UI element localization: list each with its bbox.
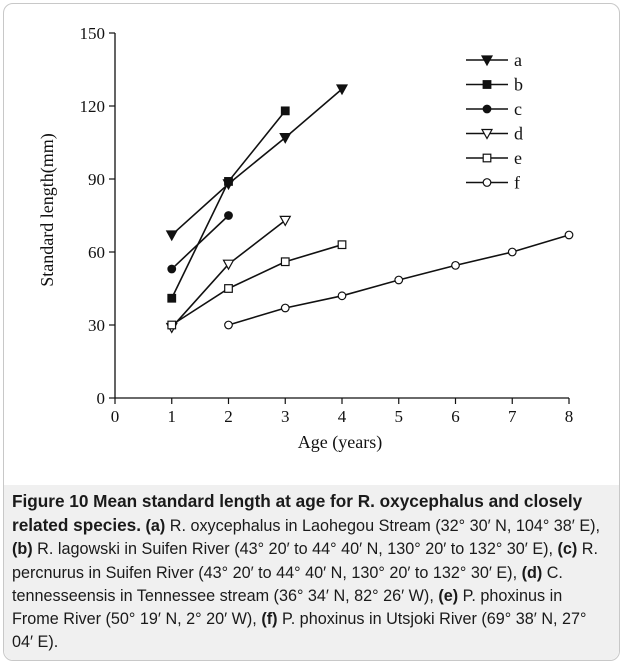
caption-part-d: (d) C. tennesseensis in Tennessee stream…: [12, 563, 563, 605]
series-f: [224, 230, 574, 330]
series-a: [165, 84, 349, 242]
series-e-point: [224, 284, 233, 293]
series-f-point: [337, 291, 347, 301]
series-b-point: [280, 106, 290, 116]
figure-caption: Figure 10 Mean standard length at age fo…: [12, 490, 610, 654]
x-tick-label: 7: [508, 407, 517, 426]
caption-part-c: (c) R. percnurus in Suifen River (43° 20…: [12, 540, 598, 582]
y-tick-label: 30: [88, 316, 105, 335]
series-e-point: [280, 257, 290, 267]
legend-marker: [482, 104, 492, 114]
y-tick-label: 90: [88, 170, 105, 189]
series-f-point: [507, 247, 517, 257]
series-d-point: [222, 259, 235, 271]
legend-label: f: [514, 173, 520, 193]
x-axis-label: Age (years): [298, 432, 382, 453]
series-e: [167, 240, 347, 330]
caption-part-b: (b) R. lagowski in Suifen River (43° 20′…: [12, 540, 558, 559]
chart-axes: 0 1 2 3 4 5 6 7 8 0 30 60 90 120 150: [80, 24, 574, 426]
series-d-point: [279, 215, 292, 227]
legend-marker: [480, 128, 494, 140]
x-tick-label: 3: [281, 407, 290, 426]
y-axis-label: Standard length(mm): [37, 133, 58, 286]
x-tick-label: 4: [338, 407, 347, 426]
series-layer: [165, 84, 574, 334]
legend-marker: [482, 178, 492, 187]
legend-marker: [482, 80, 492, 89]
caption-part-e: (e) P. phoxinus in Frome River (50° 19′ …: [12, 586, 563, 629]
y-tick-label: 120: [80, 97, 106, 116]
series-b: [167, 106, 290, 303]
legend-item-e: e: [466, 148, 522, 168]
series-c: [167, 211, 233, 274]
series-e-point: [337, 240, 347, 250]
legend-marker: [482, 153, 492, 163]
series-f-point: [224, 320, 233, 330]
x-tick-label: 5: [395, 407, 404, 426]
legend-item-f: f: [466, 173, 520, 193]
series-a-line: [171, 88, 343, 236]
series-b-point: [167, 293, 177, 303]
series-e-point: [167, 320, 177, 330]
legend-label: e: [514, 148, 522, 168]
series-b-point: [224, 177, 233, 186]
line-chart: 0 1 2 3 4 5 6 7 8 0 30 60 90 120 150 Age (years) Stand…: [37, 24, 574, 453]
caption-part-a: (a) R. oxycephalus in Laohegou Stream (3…: [145, 517, 601, 536]
x-tick-label: 1: [168, 407, 177, 426]
series-f-point: [451, 260, 460, 270]
y-tick-label: 0: [97, 389, 106, 408]
series-c-line: [171, 214, 230, 270]
y-tick-label: 150: [80, 24, 106, 43]
x-tick-label: 2: [224, 407, 233, 426]
legend-label: d: [514, 124, 523, 144]
legend-marker: [480, 55, 494, 67]
legend-item-b: b: [466, 75, 523, 95]
series-a-point: [279, 133, 292, 144]
y-tick-label: 60: [88, 243, 105, 262]
series-d-line: [171, 219, 286, 328]
series-a-point: [335, 84, 349, 96]
legend-item-d: d: [466, 124, 523, 144]
series-c-point: [167, 264, 177, 274]
x-tick-label: 8: [565, 407, 574, 426]
series-f-point: [564, 230, 574, 240]
series-f-point: [394, 275, 404, 285]
series-a-point: [165, 230, 178, 242]
legend-label: b: [514, 75, 523, 95]
x-tick-label: 6: [451, 407, 460, 426]
series-f-point: [280, 303, 290, 313]
caption-title: Figure 10 Mean standard length at age fo…: [12, 491, 583, 536]
legend-label: c: [514, 99, 522, 119]
legend-item-c: c: [466, 99, 522, 119]
legend-label: a: [514, 50, 522, 70]
caption-background: [4, 485, 619, 660]
series-c-point: [224, 211, 233, 220]
legend-item-a: a: [466, 50, 522, 70]
series-e-line: [171, 243, 343, 326]
caption-part-f: (f) P. phoxinus in Utsjoki River (69° 38…: [12, 610, 587, 652]
series-d: [165, 215, 292, 334]
x-tick-label: 0: [111, 407, 120, 426]
